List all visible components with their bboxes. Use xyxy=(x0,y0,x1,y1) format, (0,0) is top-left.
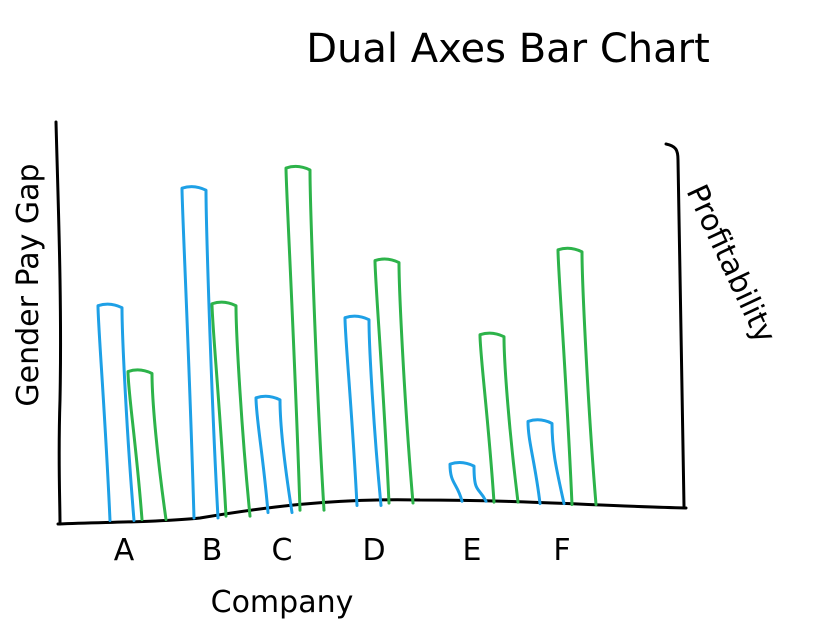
x-tick-label-D: D xyxy=(362,533,385,568)
left-axis-line xyxy=(54,120,63,526)
bar-C-series-2 xyxy=(284,164,326,512)
bar-F-series-2 xyxy=(556,246,598,506)
bar-E-series-1 xyxy=(448,461,488,503)
x-tick-label-F: F xyxy=(553,533,570,568)
x-axis-label: Company xyxy=(211,585,354,620)
x-tick-label-A: A xyxy=(114,533,135,568)
bar-C-series-1 xyxy=(254,394,294,515)
x-axis-line xyxy=(56,498,688,526)
bar-A-series-2 xyxy=(126,368,168,522)
bar-A-series-1 xyxy=(96,302,136,522)
chart-title: Dual Axes Bar Chart xyxy=(306,26,710,72)
bar-D-series-2 xyxy=(373,257,415,505)
x-tick-label-B: B xyxy=(202,533,223,568)
bar-B-series-2 xyxy=(210,300,252,518)
x-tick-label-E: E xyxy=(463,533,482,568)
bar-E-series-2 xyxy=(478,331,520,504)
right-axis-line xyxy=(664,142,686,508)
axes xyxy=(54,120,688,526)
bars xyxy=(96,164,598,522)
bar-B-series-1 xyxy=(180,185,220,520)
y-axis-label-right: Profitability xyxy=(679,179,783,348)
bar-D-series-1 xyxy=(343,314,383,507)
x-tick-label-C: C xyxy=(272,533,293,568)
bar-F-series-1 xyxy=(526,418,566,506)
x-tick-labels: A B C D E F xyxy=(114,533,571,568)
y-axis-label-left: Gender Pay Gap xyxy=(11,163,46,406)
